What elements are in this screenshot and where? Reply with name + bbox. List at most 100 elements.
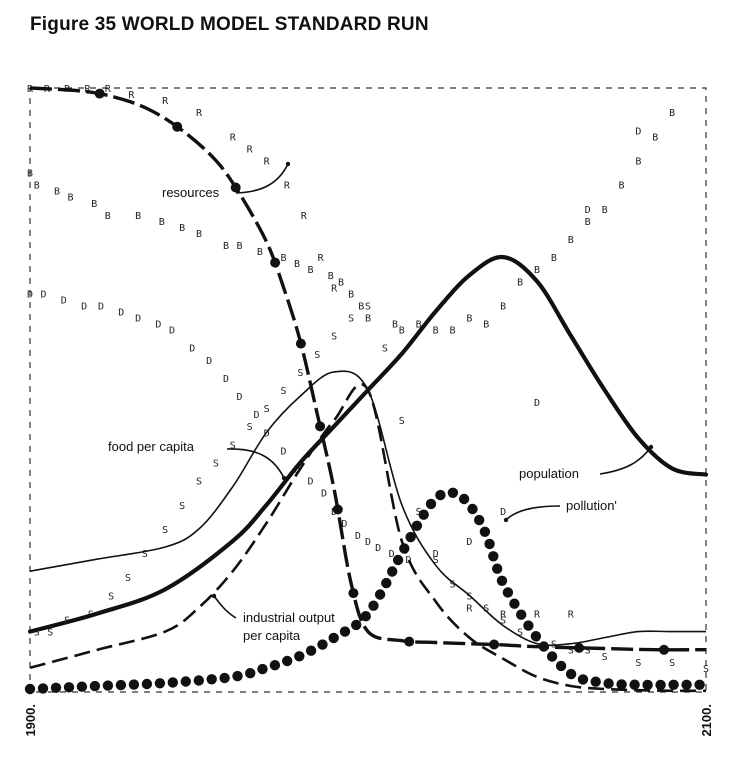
annotation-arrow-head bbox=[281, 475, 287, 481]
annotations: resources food per capita population pollut… bbox=[108, 161, 654, 643]
x-tick-label: 1900. bbox=[23, 704, 38, 737]
series-resources-dot bbox=[404, 636, 415, 647]
marker-s: S bbox=[399, 416, 405, 427]
marker-s: S bbox=[669, 658, 675, 669]
series-resources-dot bbox=[489, 639, 500, 650]
series-pollution-dot bbox=[269, 660, 281, 671]
series-pollution-dot bbox=[294, 651, 305, 662]
marker-b: B bbox=[534, 265, 540, 276]
marker-b: B bbox=[328, 271, 334, 282]
marker-b: B bbox=[618, 181, 624, 192]
marker-b: B bbox=[308, 265, 314, 276]
series-resources-dot bbox=[315, 421, 326, 432]
series-pollution-dot bbox=[351, 619, 362, 631]
marker-d: D bbox=[355, 531, 361, 542]
series-pollution-dot bbox=[328, 632, 339, 644]
marker-s: S bbox=[230, 440, 236, 451]
series-pollution-dot bbox=[509, 598, 520, 609]
annotation-food-per-capita: food per capita bbox=[108, 439, 195, 454]
annotation-arrow-head bbox=[503, 517, 509, 523]
series-pollution-dot bbox=[425, 498, 437, 510]
series-pollution-dot bbox=[368, 600, 379, 611]
annotation-per-capita: per capita bbox=[243, 628, 301, 643]
marker-b: B bbox=[652, 132, 658, 143]
series-pollution-dot bbox=[115, 679, 127, 691]
marker-s: S bbox=[314, 350, 320, 361]
figure-title: Figure 35 WORLD MODEL STANDARD RUN bbox=[30, 14, 429, 35]
series-pollution-dot bbox=[392, 554, 404, 566]
marker-r: R bbox=[84, 84, 91, 95]
series-population bbox=[27, 254, 709, 634]
marker-s: S bbox=[331, 332, 337, 343]
series-pollution-dot bbox=[694, 679, 705, 690]
marker-s: S bbox=[500, 616, 506, 627]
marker-b: B bbox=[27, 169, 33, 180]
marker-b: B bbox=[338, 277, 344, 288]
annotation-arrow bbox=[226, 448, 285, 479]
marker-r: R bbox=[284, 181, 291, 192]
marker-s: S bbox=[34, 628, 40, 639]
marker-d: D bbox=[264, 428, 270, 439]
marker-b: B bbox=[466, 314, 472, 325]
marker-b: B bbox=[635, 156, 641, 167]
marker-s: S bbox=[142, 549, 148, 560]
series-pollution-dot bbox=[565, 668, 577, 680]
series-pollution-dot bbox=[128, 679, 140, 690]
marker-s: S bbox=[196, 477, 202, 488]
marker-d: D bbox=[206, 356, 212, 367]
marker-d: D bbox=[253, 410, 259, 421]
marker-r: R bbox=[534, 609, 541, 620]
marker-d: D bbox=[433, 549, 439, 560]
series-pollution-dot bbox=[435, 489, 446, 501]
marker-b: B bbox=[399, 326, 405, 337]
marker-r: R bbox=[196, 108, 203, 119]
series-pollution-dot bbox=[167, 677, 178, 688]
marker-b: B bbox=[54, 187, 60, 198]
marker-d: D bbox=[189, 344, 195, 355]
series-pollution-dot bbox=[484, 538, 495, 550]
series-pollution-dot bbox=[282, 655, 293, 667]
series-resources-dot bbox=[332, 504, 343, 515]
marker-d: D bbox=[389, 549, 395, 560]
marker-r: R bbox=[500, 609, 507, 620]
series-pollution-dot bbox=[102, 680, 114, 691]
series-resources-dot bbox=[270, 257, 281, 268]
series-pollution-dot bbox=[642, 679, 653, 691]
series-pollution-dot bbox=[516, 609, 527, 620]
series-pollution-dot bbox=[447, 487, 459, 498]
marker-s: S bbox=[433, 555, 439, 566]
series-pollution-dot bbox=[381, 577, 392, 589]
series-pollution-dot bbox=[530, 631, 542, 642]
series-pollution-dot bbox=[458, 493, 470, 505]
series-resources-dot bbox=[574, 642, 585, 653]
series-pollution-dot bbox=[474, 514, 485, 526]
marker-d: D bbox=[341, 519, 347, 530]
series-lines bbox=[24, 86, 709, 695]
marker-b: B bbox=[68, 193, 74, 204]
marker-s: S bbox=[125, 573, 131, 584]
series-pollution-dot bbox=[257, 663, 268, 675]
series-pollution-dot bbox=[37, 683, 49, 694]
marker-b: B bbox=[105, 211, 111, 222]
marker-d: D bbox=[118, 307, 124, 318]
marker-b: B bbox=[568, 235, 574, 246]
marker-b: B bbox=[517, 277, 523, 288]
series-pollution-dot bbox=[206, 674, 217, 685]
annotation-pollution: pollution' bbox=[566, 498, 617, 513]
series-resources-dot bbox=[230, 182, 241, 193]
marker-s: S bbox=[280, 386, 286, 397]
marker-d: D bbox=[321, 489, 327, 500]
marker-r: R bbox=[301, 211, 308, 222]
series-pollution-dot bbox=[546, 651, 558, 662]
marker-b: B bbox=[500, 301, 506, 312]
series-pollution-dot bbox=[523, 620, 534, 631]
marker-b: B bbox=[294, 259, 300, 270]
marker-b: B bbox=[365, 314, 371, 325]
marker-b: B bbox=[602, 205, 608, 216]
series-pollution-dot bbox=[502, 587, 514, 598]
marker-s: S bbox=[416, 507, 422, 518]
series-resources-dot bbox=[172, 121, 183, 132]
annotation-arrow bbox=[213, 595, 237, 619]
marker-s: S bbox=[635, 658, 641, 669]
